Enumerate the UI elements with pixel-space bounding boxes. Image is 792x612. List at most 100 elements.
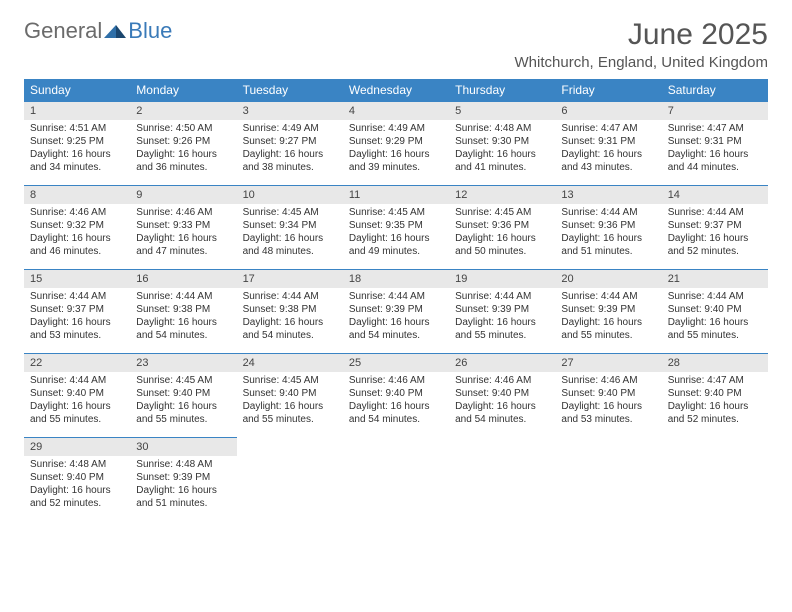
day-details: Sunrise: 4:49 AMSunset: 9:29 PMDaylight:… (343, 120, 449, 178)
day-number: 21 (662, 269, 768, 288)
sunset-line: Sunset: 9:40 PM (243, 387, 337, 400)
day-number: 17 (237, 269, 343, 288)
calendar-week-row: 15Sunrise: 4:44 AMSunset: 9:37 PMDayligh… (24, 269, 768, 353)
sunset-line: Sunset: 9:40 PM (349, 387, 443, 400)
day-number: 25 (343, 353, 449, 372)
day-details: Sunrise: 4:45 AMSunset: 9:35 PMDaylight:… (343, 204, 449, 262)
month-title: June 2025 (515, 18, 768, 52)
day-number: 19 (449, 269, 555, 288)
day-details: Sunrise: 4:51 AMSunset: 9:25 PMDaylight:… (24, 120, 130, 178)
sunset-line: Sunset: 9:39 PM (561, 303, 655, 316)
day-details: Sunrise: 4:47 AMSunset: 9:31 PMDaylight:… (662, 120, 768, 178)
calendar-day-cell: 11Sunrise: 4:45 AMSunset: 9:35 PMDayligh… (343, 185, 449, 269)
logo-text-blue: Blue (128, 18, 172, 44)
day-number: 4 (343, 101, 449, 120)
weekday-header: Saturday (662, 79, 768, 101)
sunset-line: Sunset: 9:33 PM (136, 219, 230, 232)
day-number: 2 (130, 101, 236, 120)
daylight-line: Daylight: 16 hours and 48 minutes. (243, 232, 337, 258)
sunrise-line: Sunrise: 4:50 AM (136, 122, 230, 135)
calendar-day-cell: 23Sunrise: 4:45 AMSunset: 9:40 PMDayligh… (130, 353, 236, 437)
weekday-header: Wednesday (343, 79, 449, 101)
sunrise-line: Sunrise: 4:45 AM (243, 206, 337, 219)
sunrise-line: Sunrise: 4:45 AM (243, 374, 337, 387)
weekday-header: Thursday (449, 79, 555, 101)
calendar-day-cell (237, 437, 343, 521)
calendar-day-cell: 19Sunrise: 4:44 AMSunset: 9:39 PMDayligh… (449, 269, 555, 353)
sunrise-line: Sunrise: 4:44 AM (561, 206, 655, 219)
sunrise-line: Sunrise: 4:44 AM (561, 290, 655, 303)
sunset-line: Sunset: 9:38 PM (243, 303, 337, 316)
day-details: Sunrise: 4:46 AMSunset: 9:40 PMDaylight:… (343, 372, 449, 430)
day-number: 5 (449, 101, 555, 120)
sunset-line: Sunset: 9:35 PM (349, 219, 443, 232)
calendar-day-cell: 22Sunrise: 4:44 AMSunset: 9:40 PMDayligh… (24, 353, 130, 437)
sunset-line: Sunset: 9:36 PM (561, 219, 655, 232)
day-number: 14 (662, 185, 768, 204)
daylight-line: Daylight: 16 hours and 54 minutes. (243, 316, 337, 342)
daylight-line: Daylight: 16 hours and 54 minutes. (455, 400, 549, 426)
daylight-line: Daylight: 16 hours and 55 minutes. (668, 316, 762, 342)
sunrise-line: Sunrise: 4:48 AM (455, 122, 549, 135)
calendar-day-cell: 28Sunrise: 4:47 AMSunset: 9:40 PMDayligh… (662, 353, 768, 437)
sunrise-line: Sunrise: 4:46 AM (349, 374, 443, 387)
logo-triangle-icon (104, 23, 126, 39)
calendar-body: 1Sunrise: 4:51 AMSunset: 9:25 PMDaylight… (24, 101, 768, 521)
day-details: Sunrise: 4:45 AMSunset: 9:40 PMDaylight:… (130, 372, 236, 430)
day-details: Sunrise: 4:45 AMSunset: 9:40 PMDaylight:… (237, 372, 343, 430)
calendar-day-cell: 4Sunrise: 4:49 AMSunset: 9:29 PMDaylight… (343, 101, 449, 185)
daylight-line: Daylight: 16 hours and 55 minutes. (561, 316, 655, 342)
daylight-line: Daylight: 16 hours and 50 minutes. (455, 232, 549, 258)
day-details: Sunrise: 4:44 AMSunset: 9:39 PMDaylight:… (555, 288, 661, 346)
daylight-line: Daylight: 16 hours and 55 minutes. (136, 400, 230, 426)
day-number: 1 (24, 101, 130, 120)
sunrise-line: Sunrise: 4:46 AM (455, 374, 549, 387)
sunrise-line: Sunrise: 4:45 AM (455, 206, 549, 219)
day-details: Sunrise: 4:48 AMSunset: 9:30 PMDaylight:… (449, 120, 555, 178)
day-details: Sunrise: 4:48 AMSunset: 9:40 PMDaylight:… (24, 456, 130, 514)
day-details: Sunrise: 4:44 AMSunset: 9:39 PMDaylight:… (449, 288, 555, 346)
daylight-line: Daylight: 16 hours and 46 minutes. (30, 232, 124, 258)
calendar-day-cell: 14Sunrise: 4:44 AMSunset: 9:37 PMDayligh… (662, 185, 768, 269)
logo: General Blue (24, 18, 172, 44)
calendar-day-cell: 16Sunrise: 4:44 AMSunset: 9:38 PMDayligh… (130, 269, 236, 353)
daylight-line: Daylight: 16 hours and 55 minutes. (243, 400, 337, 426)
daylight-line: Daylight: 16 hours and 55 minutes. (30, 400, 124, 426)
day-number: 30 (130, 437, 236, 456)
sunset-line: Sunset: 9:40 PM (668, 387, 762, 400)
sunset-line: Sunset: 9:39 PM (349, 303, 443, 316)
day-number: 11 (343, 185, 449, 204)
sunset-line: Sunset: 9:37 PM (30, 303, 124, 316)
calendar-week-row: 8Sunrise: 4:46 AMSunset: 9:32 PMDaylight… (24, 185, 768, 269)
calendar-day-cell: 27Sunrise: 4:46 AMSunset: 9:40 PMDayligh… (555, 353, 661, 437)
calendar-day-cell: 25Sunrise: 4:46 AMSunset: 9:40 PMDayligh… (343, 353, 449, 437)
weekday-header: Monday (130, 79, 236, 101)
daylight-line: Daylight: 16 hours and 54 minutes. (136, 316, 230, 342)
daylight-line: Daylight: 16 hours and 51 minutes. (136, 484, 230, 510)
sunset-line: Sunset: 9:29 PM (349, 135, 443, 148)
sunrise-line: Sunrise: 4:44 AM (30, 290, 124, 303)
sunrise-line: Sunrise: 4:49 AM (243, 122, 337, 135)
sunrise-line: Sunrise: 4:44 AM (668, 206, 762, 219)
calendar-day-cell (555, 437, 661, 521)
calendar-day-cell: 2Sunrise: 4:50 AMSunset: 9:26 PMDaylight… (130, 101, 236, 185)
calendar-day-cell: 30Sunrise: 4:48 AMSunset: 9:39 PMDayligh… (130, 437, 236, 521)
daylight-line: Daylight: 16 hours and 43 minutes. (561, 148, 655, 174)
day-number: 3 (237, 101, 343, 120)
daylight-line: Daylight: 16 hours and 49 minutes. (349, 232, 443, 258)
sunset-line: Sunset: 9:38 PM (136, 303, 230, 316)
sunrise-line: Sunrise: 4:45 AM (136, 374, 230, 387)
day-number: 15 (24, 269, 130, 288)
sunset-line: Sunset: 9:26 PM (136, 135, 230, 148)
day-details: Sunrise: 4:49 AMSunset: 9:27 PMDaylight:… (237, 120, 343, 178)
day-details: Sunrise: 4:44 AMSunset: 9:38 PMDaylight:… (237, 288, 343, 346)
day-number: 24 (237, 353, 343, 372)
day-details: Sunrise: 4:44 AMSunset: 9:36 PMDaylight:… (555, 204, 661, 262)
calendar-day-cell: 20Sunrise: 4:44 AMSunset: 9:39 PMDayligh… (555, 269, 661, 353)
title-block: June 2025 Whitchurch, England, United Ki… (515, 18, 768, 71)
calendar-day-cell: 8Sunrise: 4:46 AMSunset: 9:32 PMDaylight… (24, 185, 130, 269)
daylight-line: Daylight: 16 hours and 47 minutes. (136, 232, 230, 258)
day-details: Sunrise: 4:46 AMSunset: 9:40 PMDaylight:… (449, 372, 555, 430)
sunrise-line: Sunrise: 4:46 AM (136, 206, 230, 219)
sunset-line: Sunset: 9:25 PM (30, 135, 124, 148)
